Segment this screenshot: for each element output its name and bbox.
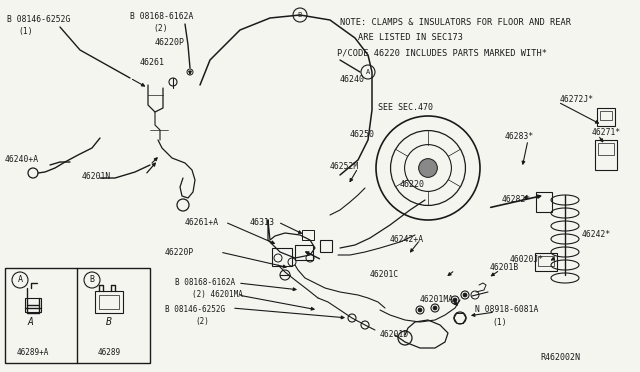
Circle shape [419, 158, 437, 177]
Text: (2): (2) [153, 24, 168, 33]
Text: 46240+A: 46240+A [5, 155, 39, 164]
Bar [535, 253, 557, 271]
Text: (2) 46201MA: (2) 46201MA [192, 290, 243, 299]
Text: P/CODE 46220 INCLUDES PARTS MARKED WITH*: P/CODE 46220 INCLUDES PARTS MARKED WITH* [337, 48, 547, 57]
Text: 46220P: 46220P [165, 248, 195, 257]
Text: A: A [27, 317, 33, 327]
Bar [295, 245, 313, 260]
Text: A: A [366, 69, 370, 75]
Text: 46289: 46289 [97, 348, 120, 357]
Text: 46242+A: 46242+A [390, 235, 424, 244]
Text: NOTE: CLAMPS & INSULATORS FOR FLOOR AND REAR: NOTE: CLAMPS & INSULATORS FOR FLOOR AND … [340, 18, 571, 27]
Text: 46250: 46250 [350, 130, 375, 139]
Text: 46261: 46261 [140, 58, 165, 67]
Text: 46240: 46240 [340, 75, 365, 84]
Bar [95, 291, 123, 313]
Bar [25, 298, 41, 312]
Text: B: B [90, 276, 95, 285]
Text: 46201B: 46201B [490, 263, 519, 272]
Bar [272, 248, 292, 266]
Text: SEE SEC.470: SEE SEC.470 [378, 103, 433, 112]
Bar [595, 140, 617, 170]
Circle shape [418, 308, 422, 312]
Bar [320, 240, 332, 252]
Text: ARE LISTED IN SEC173: ARE LISTED IN SEC173 [358, 33, 463, 42]
Bar [5, 268, 150, 363]
Text: 46283*: 46283* [505, 132, 534, 141]
Text: (1): (1) [492, 318, 507, 327]
Text: (1): (1) [18, 27, 33, 36]
Text: 46201D: 46201D [380, 330, 409, 339]
Text: B: B [106, 317, 112, 327]
Bar [302, 230, 314, 240]
Text: B 08168-6162A: B 08168-6162A [175, 278, 235, 287]
Text: 46020J*: 46020J* [510, 255, 544, 264]
Circle shape [433, 306, 437, 310]
Text: 46220: 46220 [400, 180, 425, 189]
Bar [99, 295, 119, 309]
Text: B: B [298, 12, 302, 18]
Text: B 08168-6162A: B 08168-6162A [130, 12, 193, 21]
Text: 46201N: 46201N [82, 172, 111, 181]
Text: 46252M: 46252M [330, 162, 359, 171]
Text: B 08146-6252G: B 08146-6252G [165, 305, 225, 314]
Text: 46282*: 46282* [502, 195, 531, 204]
Bar [538, 256, 554, 266]
Text: 46242*: 46242* [582, 230, 611, 239]
Text: 46272J*: 46272J* [560, 95, 594, 104]
Text: 46220P: 46220P [155, 38, 185, 47]
Text: 46289+A: 46289+A [17, 348, 49, 357]
Bar [536, 192, 552, 212]
Bar [600, 111, 612, 120]
Text: (2): (2) [195, 317, 209, 326]
Text: 46313: 46313 [250, 218, 275, 227]
Bar [598, 143, 614, 155]
Text: A: A [17, 276, 22, 285]
Circle shape [453, 298, 457, 302]
Circle shape [463, 293, 467, 297]
Text: 46261+A: 46261+A [185, 218, 219, 227]
Text: 46201MA: 46201MA [420, 295, 454, 304]
Text: B 08146-6252G: B 08146-6252G [7, 15, 70, 24]
Text: 46271*: 46271* [592, 128, 621, 137]
Bar [597, 108, 615, 126]
Text: 46201C: 46201C [370, 270, 399, 279]
Text: R462002N: R462002N [540, 353, 580, 362]
Text: N 08918-6081A: N 08918-6081A [475, 305, 538, 314]
